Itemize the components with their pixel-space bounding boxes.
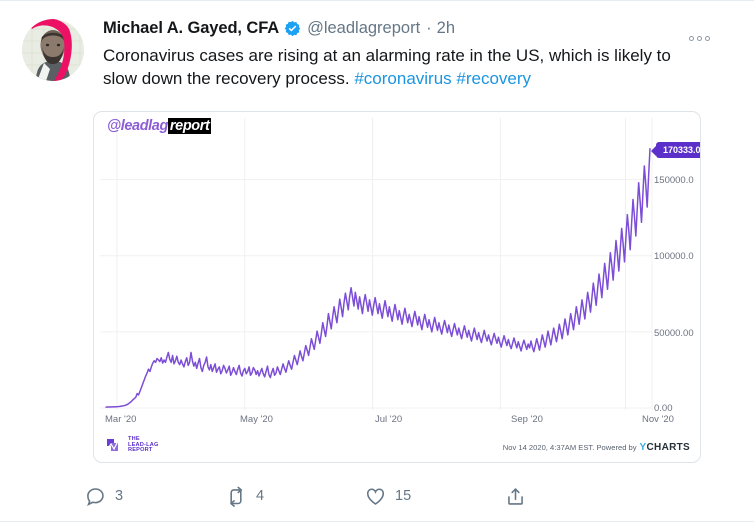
reply-count: 3 <box>115 488 124 504</box>
xtick-label-jul20: Jul '20 <box>375 414 403 425</box>
watermark-prefix: @leadlag <box>107 118 168 134</box>
chart-watermark: @leadlag report <box>107 118 212 134</box>
retweet-count: 4 <box>256 488 265 504</box>
ytick-label-150000: 150000.0 <box>654 175 694 186</box>
logo-line-3: REPORT <box>128 447 153 454</box>
tweet-header: Michael A. Gayed, CFA @leadlagreport · 2… <box>22 15 734 101</box>
watermark-suffix: report <box>167 118 212 134</box>
chart-media-card[interactable]: @leadlag report 150000.0 100000.0 50000.0… <box>93 111 701 463</box>
reply-icon <box>85 486 106 507</box>
ycharts-rest: CHARTS <box>646 442 690 453</box>
share-icon <box>505 486 526 507</box>
more-dot-1 <box>688 35 694 41</box>
timestamp[interactable]: 2h <box>436 18 456 37</box>
header-text: Michael A. Gayed, CFA @leadlagreport · 2… <box>103 15 703 90</box>
more-dot-2 <box>696 35 702 41</box>
ytick-label-0: 0.00 <box>654 403 673 414</box>
like-action[interactable]: 15 <box>365 486 505 507</box>
tweet-actions: 3 4 15 <box>85 479 645 513</box>
chart-plot <box>100 118 653 410</box>
hashtag-recovery[interactable]: #recovery <box>456 69 532 88</box>
logo-text-block: THE LEAD-LAG REPORT <box>128 436 159 454</box>
retweet-action[interactable]: 4 <box>225 486 365 507</box>
lead-lag-report-logo: THE LEAD-LAG REPORT <box>106 436 159 454</box>
ycharts-brand: YCHARTS <box>640 442 690 453</box>
tweet-text: Coronavirus cases are rising at an alarm… <box>103 44 693 90</box>
tweet-text-body: Coronavirus cases are rising at an alarm… <box>103 46 671 88</box>
logo-line-2: LEAD-LAG <box>128 441 159 448</box>
chart-timestamp-credit: Nov 14 2020, 4:37AM EST. Powered by <box>502 443 637 452</box>
chart-attribution: Nov 14 2020, 4:37AM EST. Powered by YCHA… <box>503 442 690 453</box>
xtick-label-mar20: Mar '20 <box>105 414 137 425</box>
ytick-label-100000: 100000.0 <box>654 251 694 262</box>
verified-badge-icon <box>284 20 301 37</box>
xtick-label-may20: May '20 <box>240 414 273 425</box>
xtick-label-nov20: Nov '20 <box>642 414 674 425</box>
account-handle[interactable]: @leadlagreport <box>307 18 421 37</box>
avatar[interactable] <box>22 19 84 81</box>
like-icon <box>365 486 386 507</box>
xtick-label-sep20: Sep '20 <box>511 414 543 425</box>
like-count: 15 <box>395 488 412 504</box>
share-action[interactable] <box>505 486 645 507</box>
more-horizontal-icon[interactable] <box>682 27 716 49</box>
logo-line-1: THE <box>128 436 140 442</box>
ycharts-y: Y <box>639 442 647 453</box>
more-dot-3 <box>704 35 710 41</box>
hashtag-coronavirus[interactable]: #coronavirus <box>354 69 452 88</box>
name-row: Michael A. Gayed, CFA @leadlagreport · 2… <box>103 15 703 41</box>
last-value-badge: 170333.0 <box>651 142 700 158</box>
retweet-icon <box>225 486 247 507</box>
separator-dot: · <box>426 18 432 37</box>
display-name[interactable]: Michael A. Gayed, CFA <box>103 18 280 37</box>
reply-action[interactable]: 3 <box>85 486 225 507</box>
ytick-label-50000: 50000.00 <box>654 328 694 339</box>
